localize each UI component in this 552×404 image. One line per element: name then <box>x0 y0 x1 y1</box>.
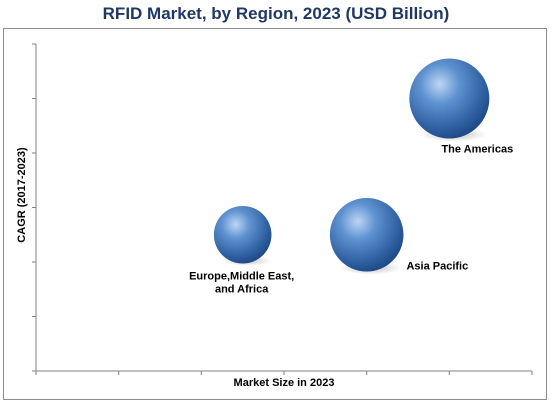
bubble-group <box>213 58 490 275</box>
bubble-asia-pacific <box>329 197 404 272</box>
x-axis-label: Market Size in 2023 <box>234 377 335 389</box>
y-tick-group <box>32 43 36 372</box>
chart-frame <box>3 28 547 400</box>
y-axis-label: CAGR (2017-2023) <box>16 147 28 243</box>
bubble-label-group: The Americas Asia Pacific Europe,Middle Ea… <box>189 144 513 296</box>
bubble-label-europe-middle-east-and-africa: Europe,Middle East, and Africa <box>189 271 294 296</box>
bubble-label-asia-pacific: Asia Pacific <box>406 261 468 273</box>
bubble-europe-middle-east-and-africa <box>213 205 272 264</box>
chart-title: RFID Market, by Region, 2023 (USD Billio… <box>102 4 450 23</box>
bubble-label-the-americas: The Americas <box>441 144 513 156</box>
bubble-the-americas <box>409 58 490 139</box>
x-tick-group <box>35 371 533 375</box>
